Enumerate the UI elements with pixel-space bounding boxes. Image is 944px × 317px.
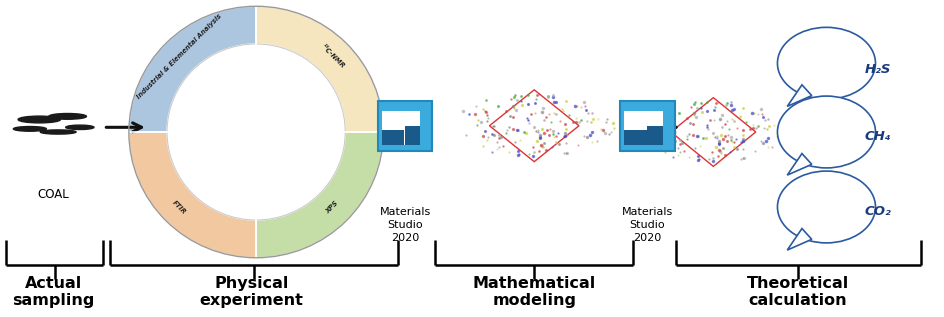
Text: Theoretical
calculation: Theoretical calculation: [747, 276, 849, 308]
Ellipse shape: [777, 171, 874, 243]
Text: Mathematical
modeling: Mathematical modeling: [472, 276, 596, 308]
Polygon shape: [128, 6, 256, 132]
Polygon shape: [128, 132, 256, 258]
FancyBboxPatch shape: [381, 131, 404, 145]
Polygon shape: [786, 153, 811, 175]
Ellipse shape: [49, 113, 86, 119]
FancyBboxPatch shape: [647, 126, 662, 145]
Ellipse shape: [18, 116, 60, 123]
Text: FTIR: FTIR: [172, 200, 188, 216]
Polygon shape: [256, 6, 383, 132]
FancyBboxPatch shape: [405, 126, 420, 145]
Ellipse shape: [13, 126, 46, 131]
Text: CH₄: CH₄: [864, 130, 891, 143]
Text: Industrial & Elemental Analysis: Industrial & Elemental Analysis: [136, 13, 223, 100]
Ellipse shape: [167, 44, 345, 220]
Polygon shape: [256, 132, 383, 258]
Text: CO₂: CO₂: [864, 205, 891, 218]
Text: Actual
sampling: Actual sampling: [12, 276, 94, 308]
FancyBboxPatch shape: [619, 101, 674, 151]
Polygon shape: [786, 229, 811, 250]
Text: Physical
experiment: Physical experiment: [199, 276, 303, 308]
Ellipse shape: [777, 27, 874, 99]
Ellipse shape: [777, 96, 874, 168]
Polygon shape: [786, 85, 811, 107]
FancyBboxPatch shape: [381, 111, 420, 145]
Ellipse shape: [66, 125, 93, 130]
Ellipse shape: [41, 130, 76, 134]
Text: Materials
Studio
2020: Materials Studio 2020: [621, 207, 672, 243]
FancyBboxPatch shape: [624, 111, 662, 145]
FancyBboxPatch shape: [624, 131, 646, 145]
Text: COAL: COAL: [38, 188, 69, 201]
FancyBboxPatch shape: [378, 101, 432, 151]
Text: XPS: XPS: [325, 200, 340, 215]
Text: ¹³C-NMR: ¹³C-NMR: [319, 43, 346, 69]
Text: Materials
Studio
2020: Materials Studio 2020: [379, 207, 430, 243]
Text: H₂S: H₂S: [864, 63, 890, 76]
